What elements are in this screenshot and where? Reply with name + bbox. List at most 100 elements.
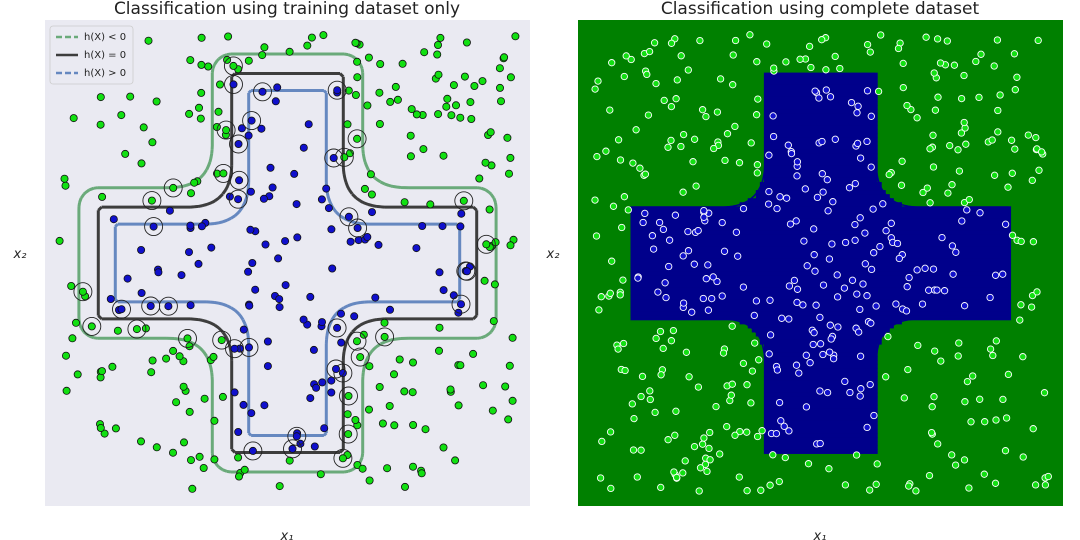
data-point-outside (965, 484, 973, 492)
data-point-inside (234, 195, 243, 204)
data-point-inside (826, 321, 834, 329)
data-point-inside (823, 176, 831, 184)
data-point-inside (818, 170, 826, 178)
data-point-inside (328, 264, 337, 273)
data-point-outside (980, 470, 988, 478)
support-vector-ring (457, 261, 477, 281)
data-point-inside (251, 285, 260, 294)
data-point-outside (508, 333, 517, 342)
data-point-outside (622, 52, 630, 60)
data-point-inside (327, 388, 336, 397)
data-point-outside (126, 92, 135, 101)
data-point-inside (123, 274, 132, 283)
region-cell (630, 250, 1012, 256)
region-cell (630, 246, 1012, 252)
data-point-inside (234, 139, 243, 148)
data-point-outside (275, 482, 284, 491)
data-point-inside (713, 277, 721, 286)
data-point-outside (743, 428, 751, 436)
data-point-outside (139, 123, 148, 132)
data-point-outside (667, 337, 676, 345)
data-point-outside (303, 41, 312, 50)
data-point-inside (800, 237, 808, 245)
data-point-outside (209, 352, 218, 361)
data-point-inside (435, 268, 444, 277)
data-point-outside (505, 361, 514, 370)
data-point-outside (111, 424, 120, 433)
data-point-outside (1008, 169, 1016, 177)
region-cell (751, 327, 890, 333)
data-point-outside (713, 108, 722, 116)
data-point-inside (863, 137, 871, 146)
data-point-outside (877, 31, 885, 39)
data-point-outside (400, 387, 409, 396)
data-point-outside (746, 31, 754, 39)
support-vector-ring (347, 129, 367, 149)
data-point-outside (636, 164, 644, 172)
region-cell (763, 88, 878, 94)
data-point-outside (752, 111, 761, 119)
data-point-inside (802, 403, 811, 411)
data-point-outside (467, 115, 476, 124)
data-point-outside (152, 97, 161, 106)
data-point-inside (811, 267, 819, 275)
data-point-inside (244, 267, 253, 276)
region-cell (630, 210, 1012, 215)
data-point-inside (462, 267, 471, 276)
region-cell (763, 380, 878, 386)
support-vector-ring (223, 56, 243, 76)
region-cell (755, 331, 886, 337)
region-cell (763, 449, 878, 454)
data-point-outside (805, 42, 814, 51)
data-point-outside (899, 83, 907, 92)
data-point-outside (217, 336, 226, 345)
support-vector-ring (339, 386, 358, 406)
data-point-inside (853, 109, 861, 117)
region-cell (630, 291, 1012, 296)
data-point-inside (958, 217, 966, 225)
data-point-outside (667, 39, 676, 47)
data-point-outside (652, 79, 660, 88)
data-point-outside (113, 326, 122, 335)
data-point-outside (503, 133, 512, 142)
data-point-outside (659, 344, 667, 353)
left-ylabel: x₂ (13, 247, 27, 262)
data-point-outside (96, 120, 105, 129)
data-point-inside (260, 401, 269, 410)
region-cell (763, 84, 878, 90)
region-cell (763, 161, 878, 167)
support-vector-ring (212, 330, 232, 350)
data-point-outside (646, 395, 654, 404)
data-point-outside (395, 355, 404, 364)
data-point-outside (926, 145, 934, 153)
data-point-outside (496, 97, 505, 106)
region-cell (763, 129, 878, 134)
data-point-inside (312, 383, 321, 392)
data-point-outside (705, 444, 713, 453)
data-point-inside (810, 225, 818, 233)
data-point-inside (671, 211, 680, 219)
data-point-outside (632, 126, 640, 134)
data-point-inside (350, 312, 359, 321)
data-point-outside (391, 82, 400, 91)
support-vector-ring (324, 148, 344, 168)
data-point-outside (593, 152, 601, 161)
data-point-outside (701, 460, 710, 469)
data-point-outside (451, 456, 460, 465)
data-point-outside (386, 97, 395, 106)
left-panel: Classification using training dataset on… (13, 0, 530, 540)
data-point-outside (179, 382, 188, 391)
support-vector-ring (112, 299, 131, 319)
data-point-outside (929, 163, 938, 171)
data-point-outside (240, 465, 249, 474)
region-cell (763, 348, 878, 353)
data-point-inside (769, 132, 778, 141)
data-point-outside (204, 62, 213, 71)
data-point-outside (376, 60, 385, 69)
data-point-outside (1011, 86, 1019, 94)
data-point-outside (656, 327, 665, 336)
region-cell (763, 429, 878, 434)
data-point-outside (657, 483, 665, 492)
data-point-outside (769, 451, 777, 459)
